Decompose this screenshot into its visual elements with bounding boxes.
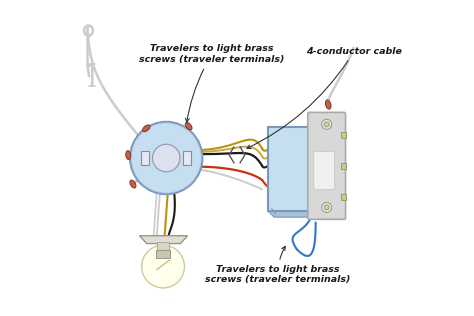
Ellipse shape: [126, 151, 131, 160]
Circle shape: [153, 144, 180, 172]
Text: 4-conductor cable: 4-conductor cable: [247, 46, 402, 149]
Circle shape: [324, 122, 329, 127]
Bar: [156, 250, 170, 258]
FancyBboxPatch shape: [308, 112, 346, 219]
Ellipse shape: [185, 122, 192, 130]
Polygon shape: [268, 211, 315, 217]
Circle shape: [322, 119, 332, 129]
Bar: [341, 163, 346, 169]
Polygon shape: [139, 236, 188, 244]
Ellipse shape: [326, 100, 331, 109]
Ellipse shape: [130, 180, 136, 188]
Bar: [141, 151, 149, 165]
Circle shape: [142, 245, 184, 288]
Circle shape: [130, 122, 202, 194]
Bar: [268, 126, 310, 211]
Text: Travelers to light brass
screws (traveler terminals): Travelers to light brass screws (travele…: [139, 45, 284, 122]
Bar: [183, 151, 191, 165]
Bar: [341, 131, 346, 138]
Polygon shape: [310, 126, 315, 217]
Bar: [157, 242, 169, 250]
FancyBboxPatch shape: [314, 151, 335, 190]
Text: Travelers to light brass
screws (traveler terminals): Travelers to light brass screws (travele…: [205, 246, 351, 284]
Ellipse shape: [143, 125, 150, 132]
Circle shape: [322, 202, 332, 212]
Circle shape: [324, 205, 329, 210]
Bar: [341, 194, 346, 200]
